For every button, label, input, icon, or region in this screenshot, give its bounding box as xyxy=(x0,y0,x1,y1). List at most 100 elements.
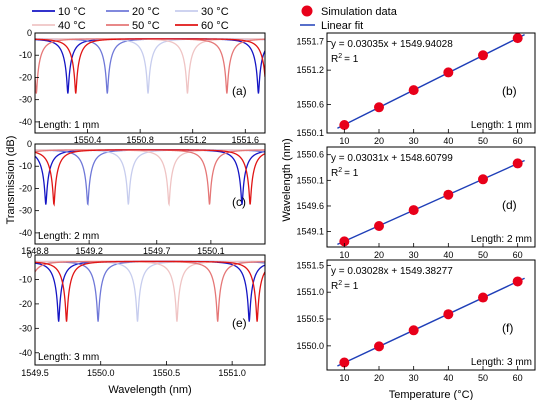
y-tick-label: 0 xyxy=(27,139,32,149)
x-tick-label: 40 xyxy=(443,136,453,146)
legend-label-60: 60 °C xyxy=(201,20,229,32)
x-tick-label: 1548.8 xyxy=(21,246,49,256)
data-point xyxy=(374,102,384,113)
x-tick-label: 50 xyxy=(478,250,488,260)
x-tick-label: 40 xyxy=(443,250,453,260)
panel-f: 1550.0 1550.5 1551.0 1551.5 10 20 30 40 50 60 Temp… xyxy=(296,259,536,400)
panels: 0 -10 -20 -30 -40 1550.4 1550.8 1551.2 1551.6 Len… xyxy=(19,28,536,400)
y-tick-label: 1551.7 xyxy=(296,37,324,47)
left-y-axis-title: Transmission (dB) xyxy=(5,136,17,225)
legend-label-fit: Linear fit xyxy=(321,20,363,32)
panel-b: 1550.1 1550.6 1551.2 1551.7 10 20 30 40 50 60 y = … xyxy=(296,32,536,146)
length-annotation: Length: 3 mm xyxy=(471,357,532,368)
right-y-axis-title: Wavelength (nm) xyxy=(281,138,293,221)
legend-label-10: 10 °C xyxy=(58,6,86,18)
data-point xyxy=(443,189,454,200)
r-squared-symbol: R xyxy=(331,281,338,292)
y-tick-label: 1549.1 xyxy=(296,227,324,237)
y-tick-label: 1551.0 xyxy=(296,287,324,297)
r-squared-value: = 1 xyxy=(344,54,359,65)
y-tick-label: -40 xyxy=(19,117,32,127)
r-squared-symbol: R xyxy=(331,168,338,179)
panel-e: 0 -10 -20 -30 -40 1549.5 1550.0 1550.5 1551.0 Wav… xyxy=(19,250,266,396)
x-tick-label: 20 xyxy=(374,136,384,146)
data-point xyxy=(339,120,350,130)
x-tick-label: 60 xyxy=(513,250,523,260)
y-tick-label: 1549.6 xyxy=(296,201,324,211)
data-point xyxy=(512,276,523,287)
data-point xyxy=(512,33,523,44)
series-line-20 xyxy=(35,149,265,206)
y-tick-label: 1551.2 xyxy=(296,65,324,75)
x-tick-label: 30 xyxy=(409,136,419,146)
y-tick-label: 1550.0 xyxy=(296,341,324,351)
x-tick-label: 60 xyxy=(513,373,523,383)
fit-line xyxy=(337,277,525,367)
fit-equation: y = 0.03031x + 1548.60799 xyxy=(331,153,453,164)
data-point xyxy=(374,341,384,352)
r-squared-value: = 1 xyxy=(344,281,359,292)
series-line-10 xyxy=(35,149,265,205)
x-axis-title: Temperature (°C) xyxy=(389,389,473,400)
x-tick-label: 1549.2 xyxy=(75,246,103,256)
left-legend: 10 °C 20 °C 30 °C 40 °C 50 °C 60 °C xyxy=(32,6,229,32)
y-tick-label: -20 xyxy=(19,183,32,193)
data-point xyxy=(478,292,488,303)
series-line-60 xyxy=(35,149,265,207)
panel-label: (b) xyxy=(502,84,517,98)
y-tick-label: -40 xyxy=(19,228,32,238)
r-squared-value: = 1 xyxy=(344,168,359,179)
plot-frame xyxy=(326,259,536,371)
legend-label-40: 40 °C xyxy=(58,20,86,32)
data-point xyxy=(408,325,419,336)
plot-area xyxy=(337,33,525,130)
data-point xyxy=(339,357,350,368)
fit-line xyxy=(337,159,525,246)
data-point xyxy=(339,236,350,247)
x-tick-label: 30 xyxy=(409,250,419,260)
series-line-30 xyxy=(35,38,265,94)
data-point xyxy=(478,174,488,185)
legend-marker-simulation xyxy=(301,5,313,17)
series-line-60 xyxy=(35,260,265,322)
y-tick-label: 1550.6 xyxy=(296,150,324,160)
data-point xyxy=(443,309,454,320)
y-tick-label: -10 xyxy=(19,161,32,171)
plot-frame xyxy=(326,32,536,134)
r-squared-symbol: R xyxy=(331,54,338,65)
plot-frame xyxy=(34,143,266,245)
y-tick-label: -30 xyxy=(19,95,32,105)
y-tick-label: -40 xyxy=(19,348,32,358)
y-tick-label: 1550.1 xyxy=(296,175,324,185)
panel-label: (d) xyxy=(502,198,517,212)
r-squared: R2 = 1 xyxy=(331,280,359,292)
plot-frame xyxy=(326,146,536,248)
fit-equation: y = 0.03035x + 1549.94028 xyxy=(331,39,453,50)
data-point xyxy=(374,220,384,231)
x-tick-label: 1551.0 xyxy=(218,368,246,378)
y-tick-label: -30 xyxy=(19,206,32,216)
panel-label: (f) xyxy=(502,321,513,335)
r-squared-superscript: 2 xyxy=(338,53,342,60)
data-point xyxy=(408,85,419,96)
data-point xyxy=(443,67,454,78)
plot-area xyxy=(35,38,265,94)
series-line-60 xyxy=(35,38,265,94)
panel-label: (e) xyxy=(232,316,247,330)
length-annotation: Length: 1 mm xyxy=(38,120,99,131)
x-tick-label: 50 xyxy=(478,373,488,383)
length-annotation: Length: 3 mm xyxy=(38,352,99,363)
plot-area xyxy=(337,276,525,368)
series-line-40 xyxy=(35,149,265,207)
y-tick-label: 0 xyxy=(27,250,32,260)
legend-label-50: 50 °C xyxy=(132,20,160,32)
x-tick-label: 1549.7 xyxy=(143,246,171,256)
data-point xyxy=(408,205,419,216)
plot-area xyxy=(35,260,265,322)
series-line-50 xyxy=(35,149,265,205)
x-tick-label: 1550.1 xyxy=(197,246,225,256)
y-tick-label: -20 xyxy=(19,72,32,82)
y-tick-label: -20 xyxy=(19,299,32,309)
legend-label-simulation: Simulation data xyxy=(321,6,398,18)
